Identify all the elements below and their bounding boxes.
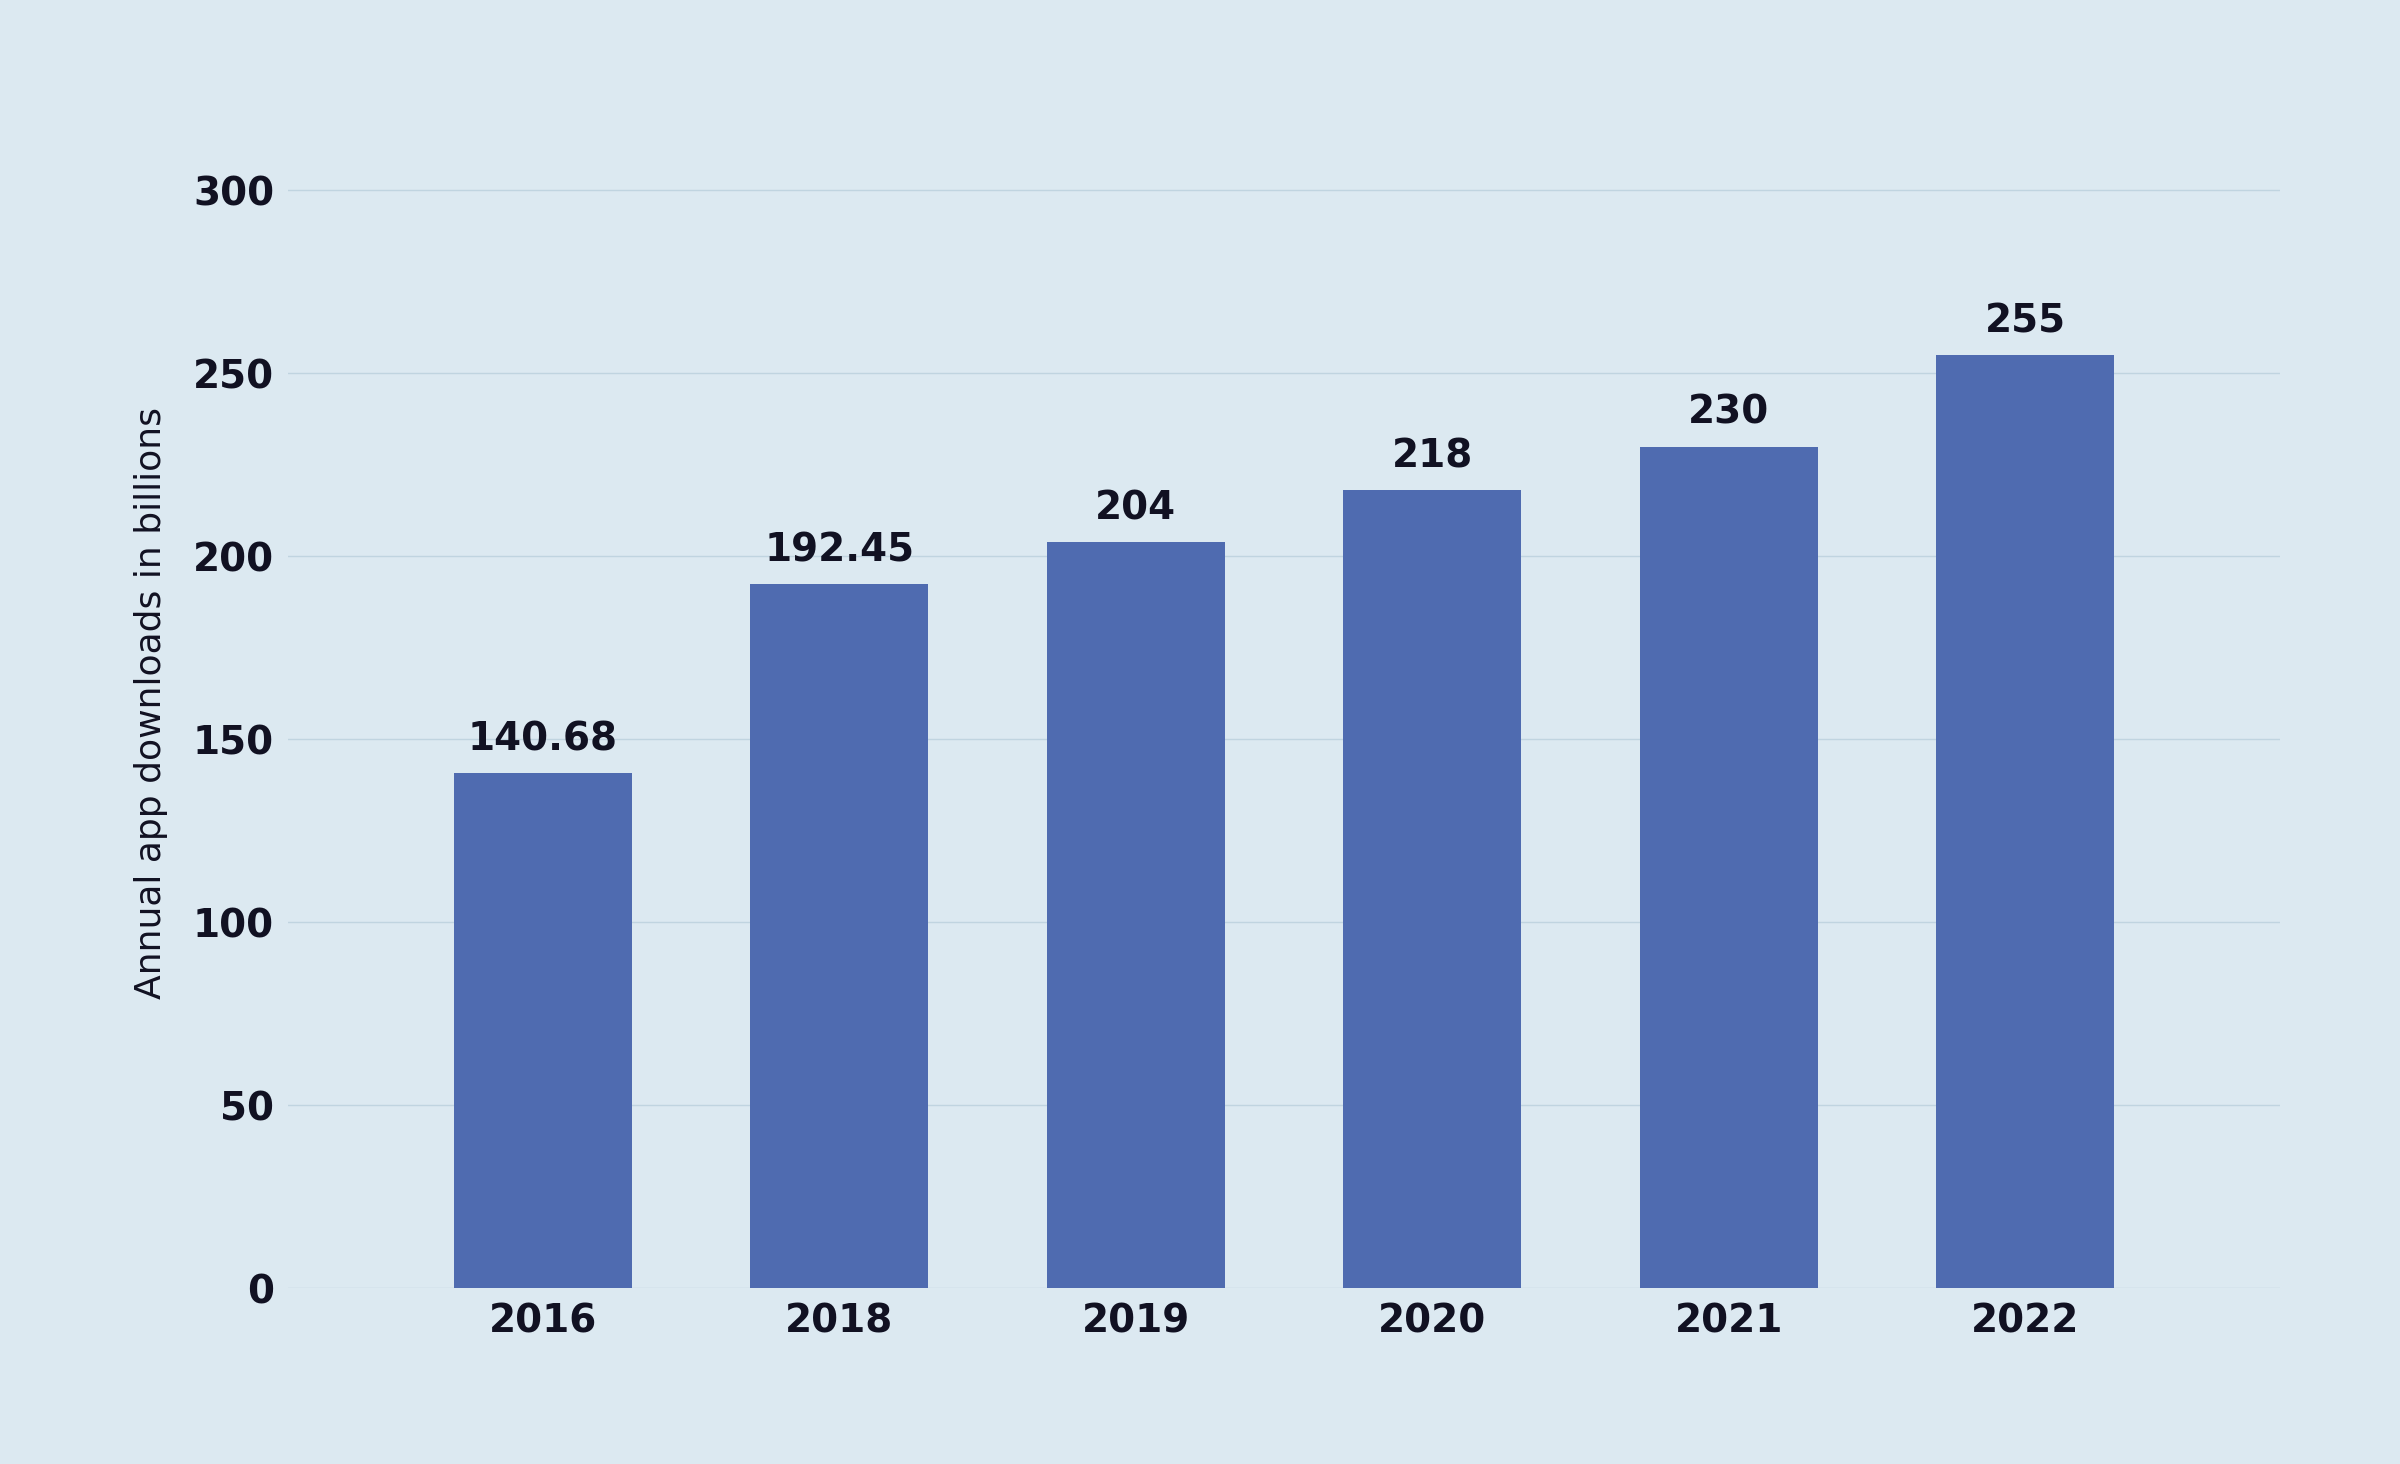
Bar <box>1344 490 1522 1288</box>
Text: 255: 255 <box>1985 303 2066 340</box>
Bar <box>454 773 631 1288</box>
Bar <box>1639 447 1817 1288</box>
Text: 192.45: 192.45 <box>763 531 914 569</box>
Text: 218: 218 <box>1392 438 1474 476</box>
Y-axis label: Annual app downloads in billions: Annual app downloads in billions <box>134 407 168 998</box>
Text: 230: 230 <box>1687 394 1769 432</box>
Bar <box>1046 542 1224 1288</box>
Text: 204: 204 <box>1094 489 1176 527</box>
Text: 140.68: 140.68 <box>468 720 617 758</box>
Bar <box>751 584 929 1288</box>
Bar <box>1937 354 2114 1288</box>
